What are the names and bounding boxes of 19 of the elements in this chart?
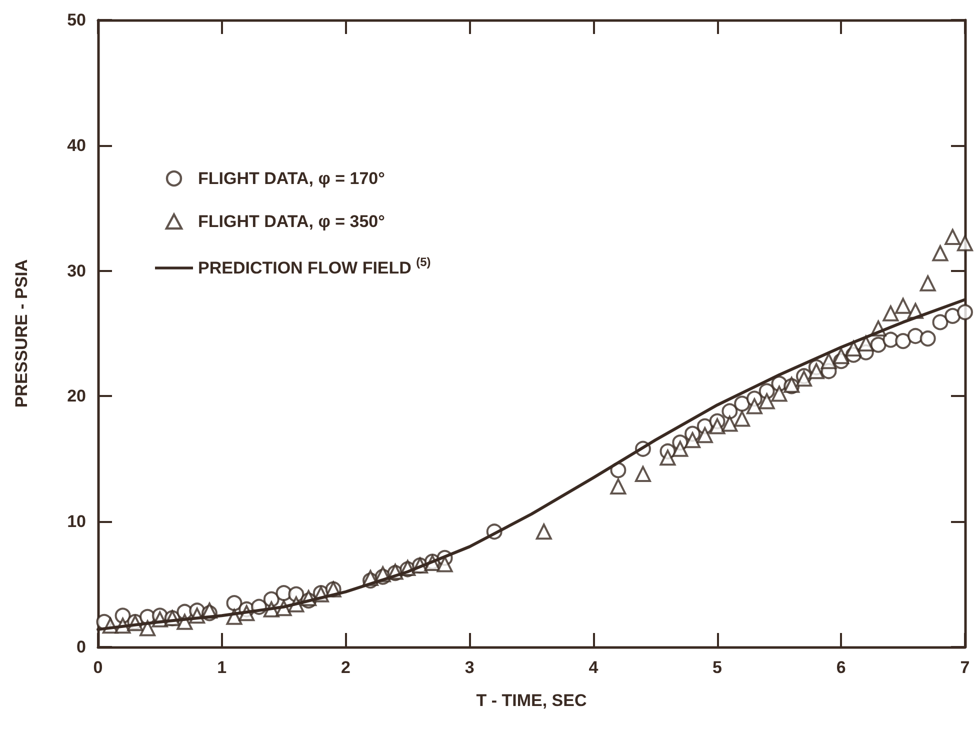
y-axis-title: PRESSURE - PSIA (12, 259, 31, 408)
y-tick-label: 30 (67, 261, 86, 280)
x-tick-label: 7 (960, 658, 970, 677)
x-tick-label: 2 (340, 658, 350, 677)
x-tick-label: 0 (93, 658, 103, 677)
x-tick-label: 6 (836, 658, 846, 677)
x-tick-label: 4 (588, 658, 599, 677)
y-tick-label: 20 (67, 386, 86, 406)
legend-label: PREDICTION FLOW FIELD (5) (198, 255, 431, 278)
legend-label: FLIGHT DATA, φ = 170° (198, 169, 386, 188)
y-tick-label: 10 (67, 512, 86, 532)
y-tick-label: 40 (67, 136, 86, 155)
x-tick-label: 5 (712, 658, 722, 677)
y-tick-label: 0 (76, 638, 86, 656)
x-tick-label: 1 (217, 658, 227, 677)
y-tick-label: 50 (67, 10, 86, 30)
x-tick-label: 3 (464, 658, 474, 677)
legend-label: FLIGHT DATA, φ = 350° (198, 212, 386, 231)
x-axis-title: T - TIME, SEC (476, 691, 587, 710)
